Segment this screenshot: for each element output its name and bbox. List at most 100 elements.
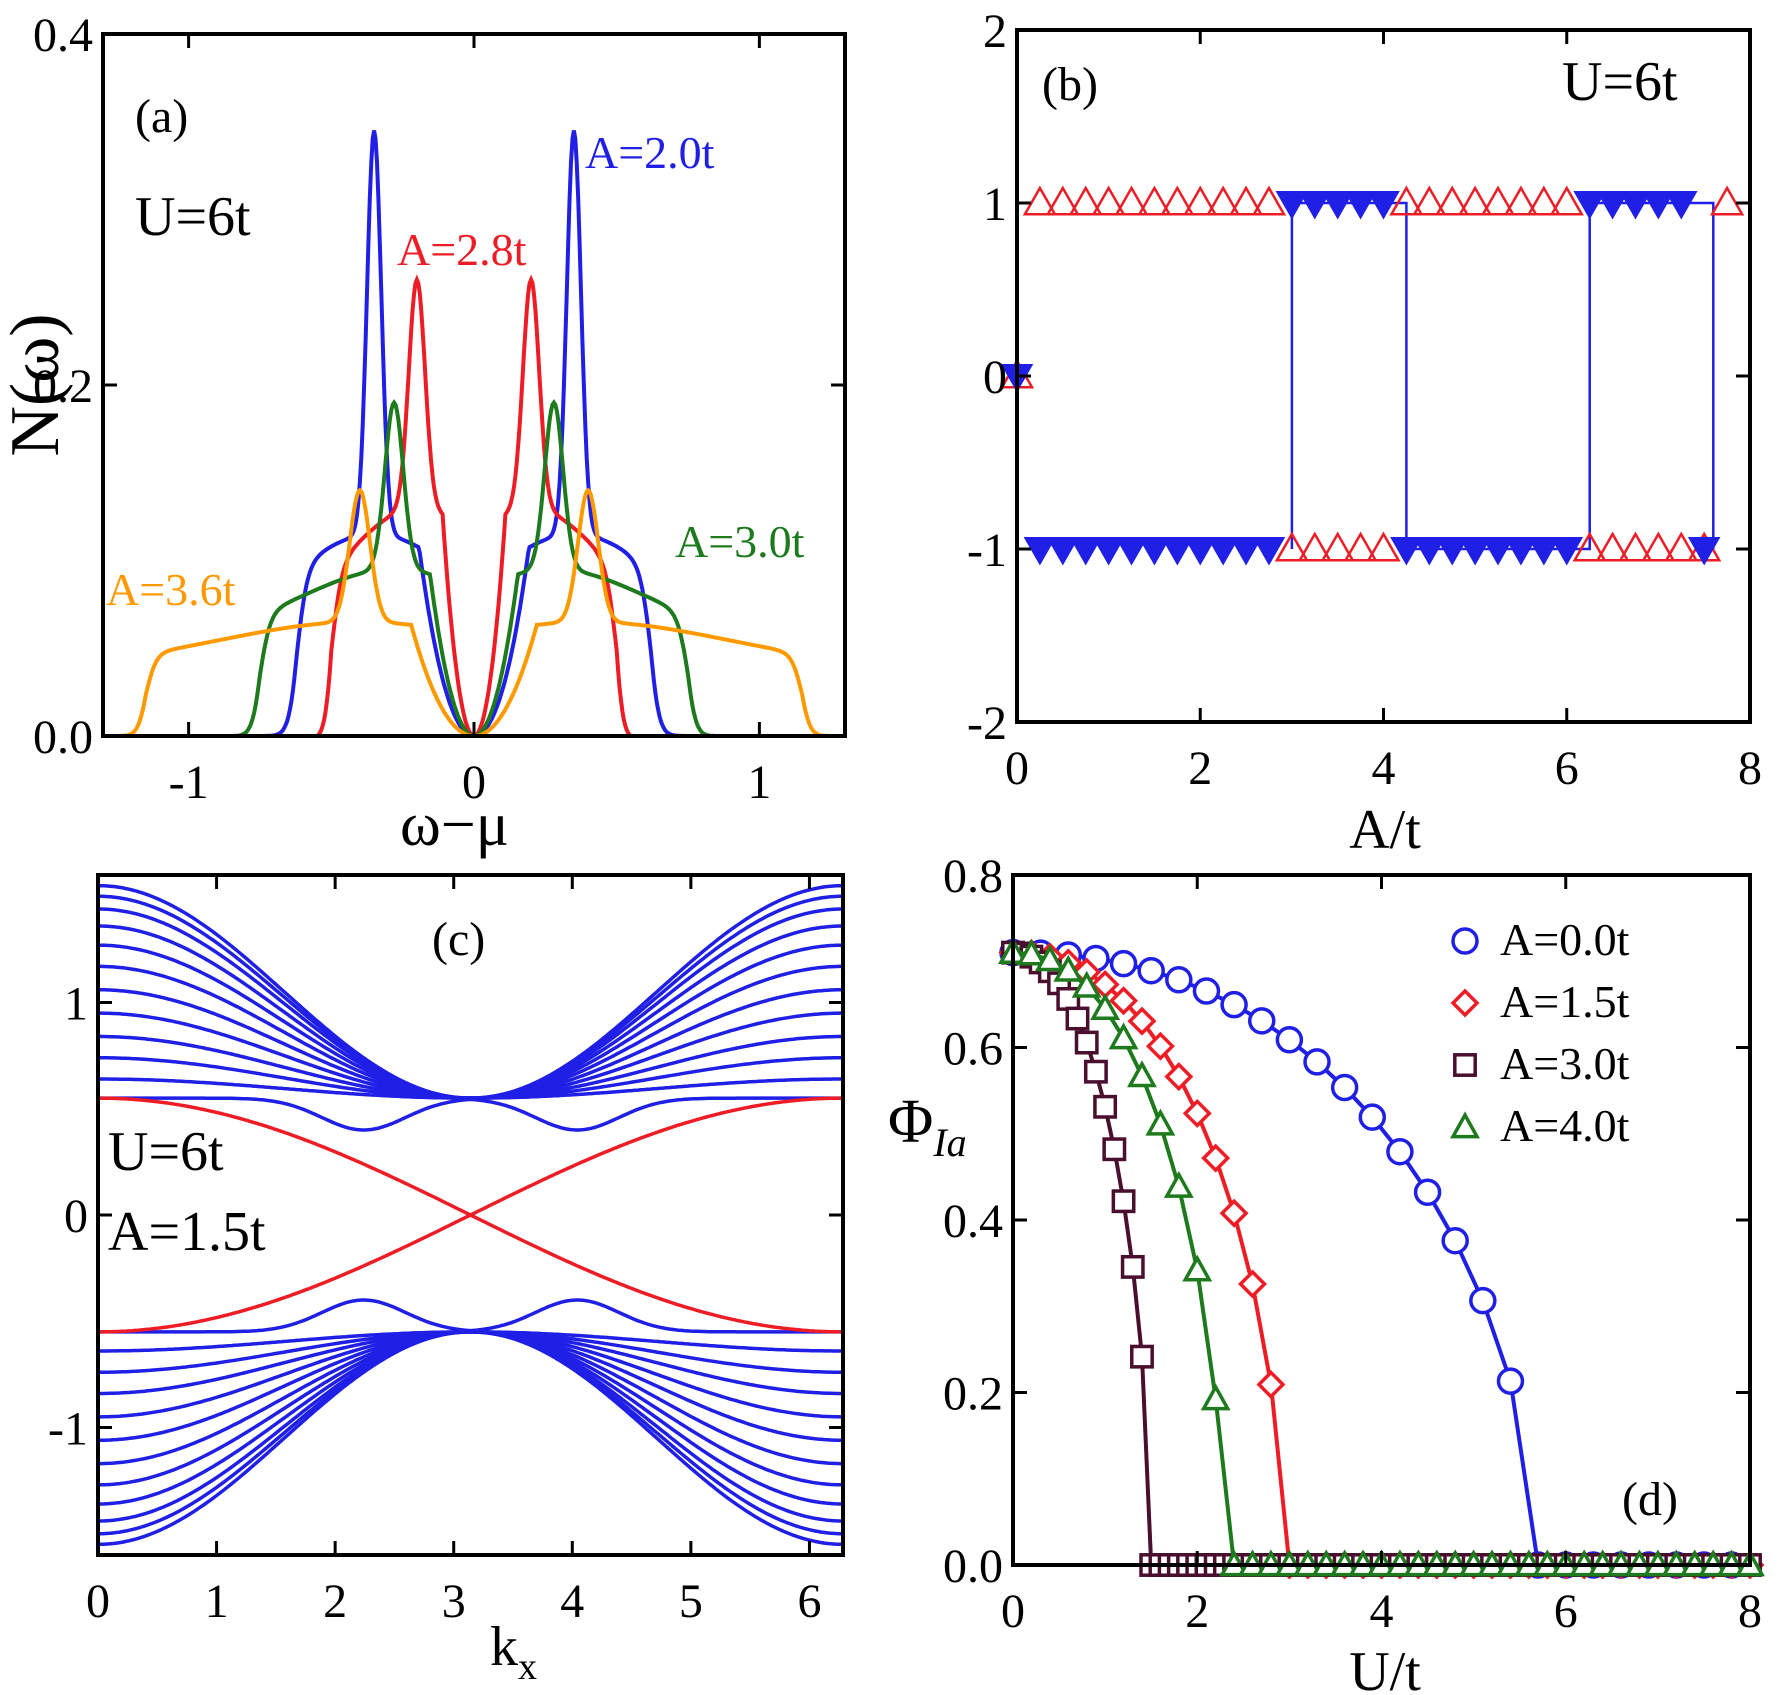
phi-marker-square (1083, 1059, 1108, 1084)
c-ytick-label: -1 (48, 1403, 88, 1456)
b-open-triangle (1572, 531, 1607, 562)
panel-b-step-line (1290, 201, 1715, 551)
bulk-band (98, 1330, 843, 1353)
b-ytick-label: 1 (983, 178, 1007, 231)
panel-b-frame (1015, 28, 1752, 724)
panel-d-ylabel: ΦIa (888, 1088, 967, 1165)
panel-c-label: (c) (432, 913, 485, 966)
panel-d-ylabel-sub: Ia (932, 1120, 966, 1165)
bulk-band (98, 1077, 843, 1100)
d-xtick-label: 8 (1738, 1585, 1762, 1638)
panel-d-label: (d) (1622, 1473, 1678, 1526)
panel-a-annotation: U=6t (135, 186, 251, 248)
b-filled-triangle (1229, 537, 1263, 566)
a-ytick-label: 0.2 (33, 360, 93, 413)
b-open-triangle (1709, 185, 1745, 216)
bulk-band (98, 1096, 843, 1132)
phi-marker-diamond (1182, 1098, 1212, 1128)
b-open-triangle (1641, 531, 1676, 562)
phi-marker-circle (1109, 949, 1138, 978)
b-xtick-label: 6 (1555, 742, 1579, 795)
b-open-triangle (1114, 185, 1149, 216)
b-filled-triangle (1573, 191, 1606, 220)
panel-c-xlabel-sub: x (518, 1646, 537, 1688)
phi-marker-circle (1386, 1137, 1414, 1166)
b-open-triangle (1228, 185, 1264, 216)
panel-d-frame (1011, 873, 1752, 1567)
a-xtick-label: 1 (747, 756, 771, 809)
b-ytick-label: -2 (967, 697, 1007, 750)
b-open-triangle (1274, 531, 1310, 562)
b-open-triangle (1068, 185, 1103, 216)
b-xtick-label: 2 (1188, 742, 1212, 795)
b-filled-triangle (1183, 537, 1217, 566)
b-filled-triangle (1321, 191, 1354, 220)
b-filled-triangle (1619, 191, 1652, 220)
a-ytick-label: 0.0 (33, 711, 93, 764)
b-open-triangle (1618, 531, 1653, 562)
legend-marker-triangle (1450, 1111, 1480, 1139)
b-xtick-label: 0 (1005, 742, 1029, 795)
phi-marker-circle (1413, 1178, 1442, 1206)
panel-a-xlabel: ω−μ (400, 791, 509, 859)
d-ytick-label: 0.4 (943, 1195, 1003, 1248)
b-open-triangle (1595, 531, 1630, 562)
b-open-triangle (1366, 531, 1401, 562)
b-open-triangle (1389, 185, 1424, 216)
phi-marker-triangle (1127, 1060, 1157, 1088)
panel-d-ylabel-phi: Φ (888, 1088, 933, 1156)
legend-label: A=4.0t (1500, 1100, 1630, 1151)
bulk-band (98, 1056, 843, 1100)
panel-d-xlabel: U/t (1349, 1641, 1421, 1695)
phi-marker-triangle (1090, 993, 1121, 1020)
phi-marker-diamond (1219, 1198, 1249, 1228)
b-filled-triangle (1458, 537, 1492, 566)
bulk-band (97, 1330, 844, 1487)
panel-a-series-labels: A=2.0t A=2.8t A=3.0t A=3.6t (106, 127, 805, 615)
b-filled-triangle (1344, 191, 1377, 220)
phi-marker-square (1074, 1030, 1099, 1055)
b-filled-triangle (1527, 537, 1561, 566)
b-filled-triangle (1206, 537, 1240, 566)
b-open-triangle (1160, 185, 1195, 216)
panel-a-ticks: -1 0 1 0.0 0.2 0.4 (33, 9, 845, 809)
legend-label: A=1.5t (1500, 976, 1630, 1027)
series-label-a30: A=3.0t (675, 516, 805, 567)
b-open-triangle (1091, 185, 1126, 216)
panel-a-ylabel: N(ω) (0, 313, 74, 456)
phi-marker-triangle (1145, 1108, 1176, 1136)
panel-c-frame (96, 873, 845, 1557)
b-open-triangle (1480, 185, 1516, 216)
bulk-band (98, 1011, 843, 1100)
b-filled-triangle (1115, 537, 1148, 566)
b-filled-triangle (1504, 537, 1538, 566)
series-label-a20: A=2.0t (585, 127, 715, 178)
c-xtick-label: 3 (442, 1575, 466, 1628)
phi-marker-circle (1165, 966, 1193, 994)
b-open-triangle (1183, 185, 1218, 216)
panel-b-xlabel: A/t (1349, 799, 1421, 861)
panel-b-label: (b) (1042, 58, 1098, 111)
panel-b-annotation: U=6t (1562, 51, 1678, 113)
panel-c-bands (97, 883, 844, 1547)
panel-b-ticks: 0 2 4 6 8 -2 -1 0 1 2 (967, 5, 1762, 795)
phi-marker-square (1093, 1094, 1118, 1119)
a-xtick-label: 0 (462, 756, 486, 809)
c-ytick-label: 0 (64, 1190, 88, 1243)
b-filled-triangle (1046, 537, 1080, 566)
d-xtick-label: 6 (1554, 1585, 1578, 1638)
b-filled-triangle (1138, 537, 1171, 566)
c-xtick-label: 5 (679, 1575, 703, 1628)
legend-marker-diamond (1450, 988, 1480, 1018)
b-open-triangle (1343, 531, 1378, 562)
c-xtick-label: 1 (205, 1575, 229, 1628)
d-ytick-label: 0.6 (943, 1023, 1003, 1076)
c-xtick-label: 0 (86, 1575, 110, 1628)
edge-state-band (98, 1096, 843, 1334)
legend-marker-circle (1451, 927, 1479, 955)
panel-c-annotation-u: U=6t (108, 1121, 224, 1183)
panel-a-dos-plot: -1 0 1 0.0 0.2 0.4 (a) U=6t ω−μ N(ω) A=2.0t A… (0, 9, 847, 859)
phi-marker-triangle (1034, 944, 1065, 972)
panel-c-xlabel-k: k (490, 1616, 518, 1678)
b-filled-triangle (1687, 537, 1721, 566)
